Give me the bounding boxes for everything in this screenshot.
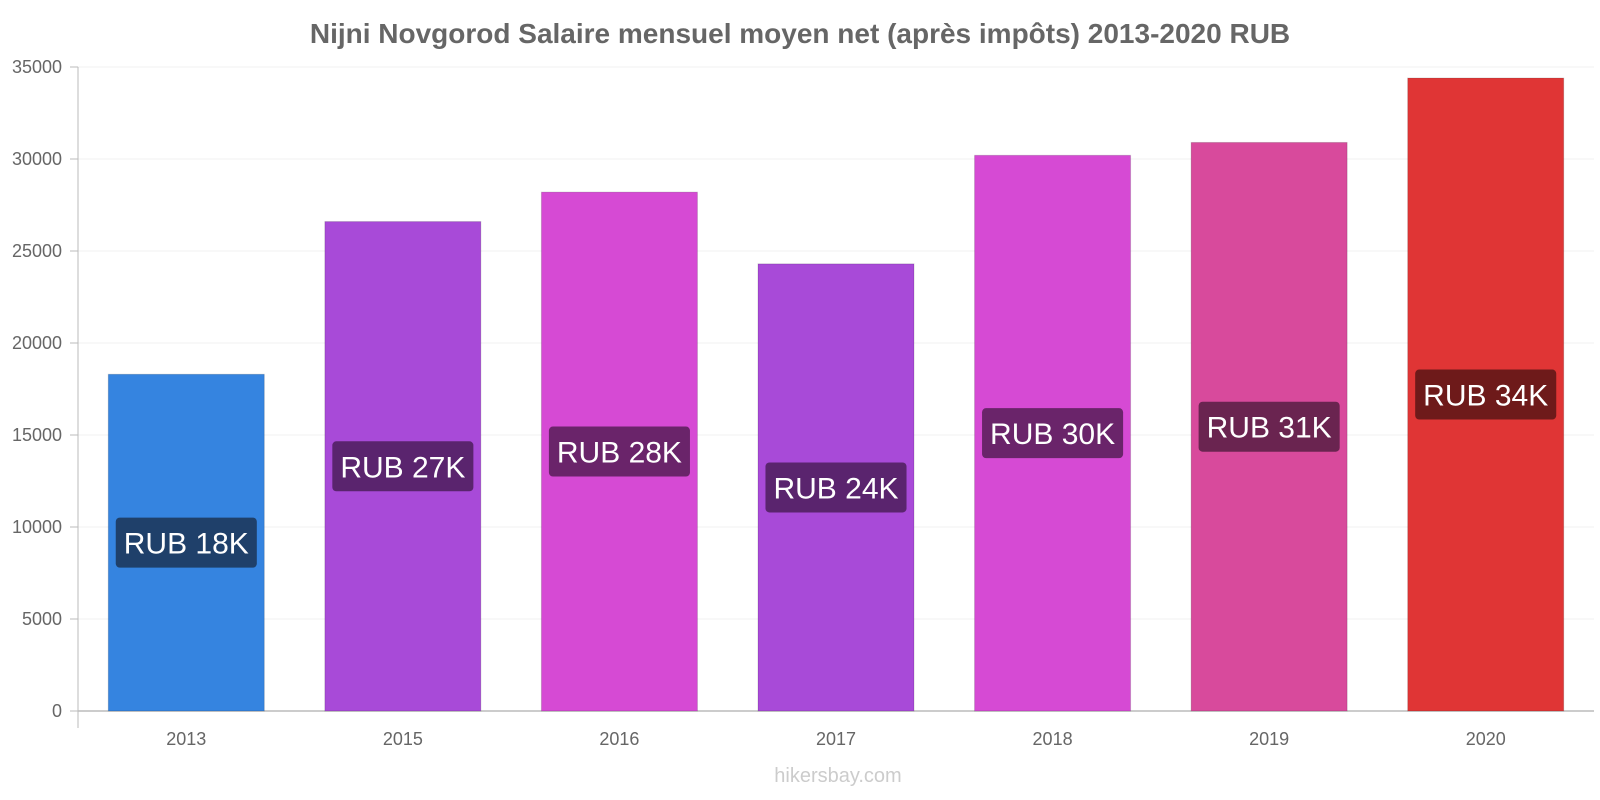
data-label-2019: RUB 31K [1198,401,1340,452]
x-tick-label: 2015 [383,729,423,749]
x-tick-label: 2013 [166,729,206,749]
data-label-2013: RUB 18K [115,517,257,568]
data-label-box [1198,401,1340,452]
data-label-text: RUB 27K [340,451,465,484]
data-label-box [982,408,1124,459]
x-tick-label: 2017 [816,729,856,749]
data-label-2016: RUB 28K [548,426,690,477]
data-label-box [115,517,257,568]
data-label-text: RUB 18K [124,528,249,561]
data-label-text: RUB 31K [1207,412,1332,445]
data-label-box [765,462,907,513]
data-label-2020: RUB 34K [1415,369,1557,420]
y-tick-label: 5000 [22,609,62,629]
x-tick-label: 2020 [1466,729,1506,749]
data-label-text: RUB 24K [773,472,898,505]
bars [107,77,1565,712]
data-label-text: RUB 28K [557,437,682,470]
data-label-2018: RUB 30K [982,408,1124,459]
data-label-box [548,426,690,477]
data-label-2015: RUB 27K [332,441,474,492]
data-label-text: RUB 30K [990,418,1115,451]
x-tick-label: 2019 [1249,729,1289,749]
data-label-box [332,441,474,492]
y-tick-label: 30000 [12,149,62,169]
data-label-2017: RUB 24K [765,462,907,513]
y-tick-label: 10000 [12,517,62,537]
y-tick-label: 25000 [12,241,62,261]
data-label-text: RUB 34K [1423,380,1548,413]
y-tick-label: 20000 [12,333,62,353]
x-tick-label: 2018 [1033,729,1073,749]
data-labels: RUB 18K RUB 27K RUB 28K RUB 24K RUB 30K RUB 3… [115,369,1557,568]
data-label-box [1415,369,1557,420]
x-tick-label: 2016 [599,729,639,749]
watermark: hikersbay.com [774,765,901,787]
y-tick-label: 15000 [12,425,62,445]
chart-title: Nijni Novgorod Salaire mensuel moyen net… [310,18,1290,49]
y-tick-label: 35000 [12,57,62,77]
y-tick-label: 0 [52,701,62,721]
